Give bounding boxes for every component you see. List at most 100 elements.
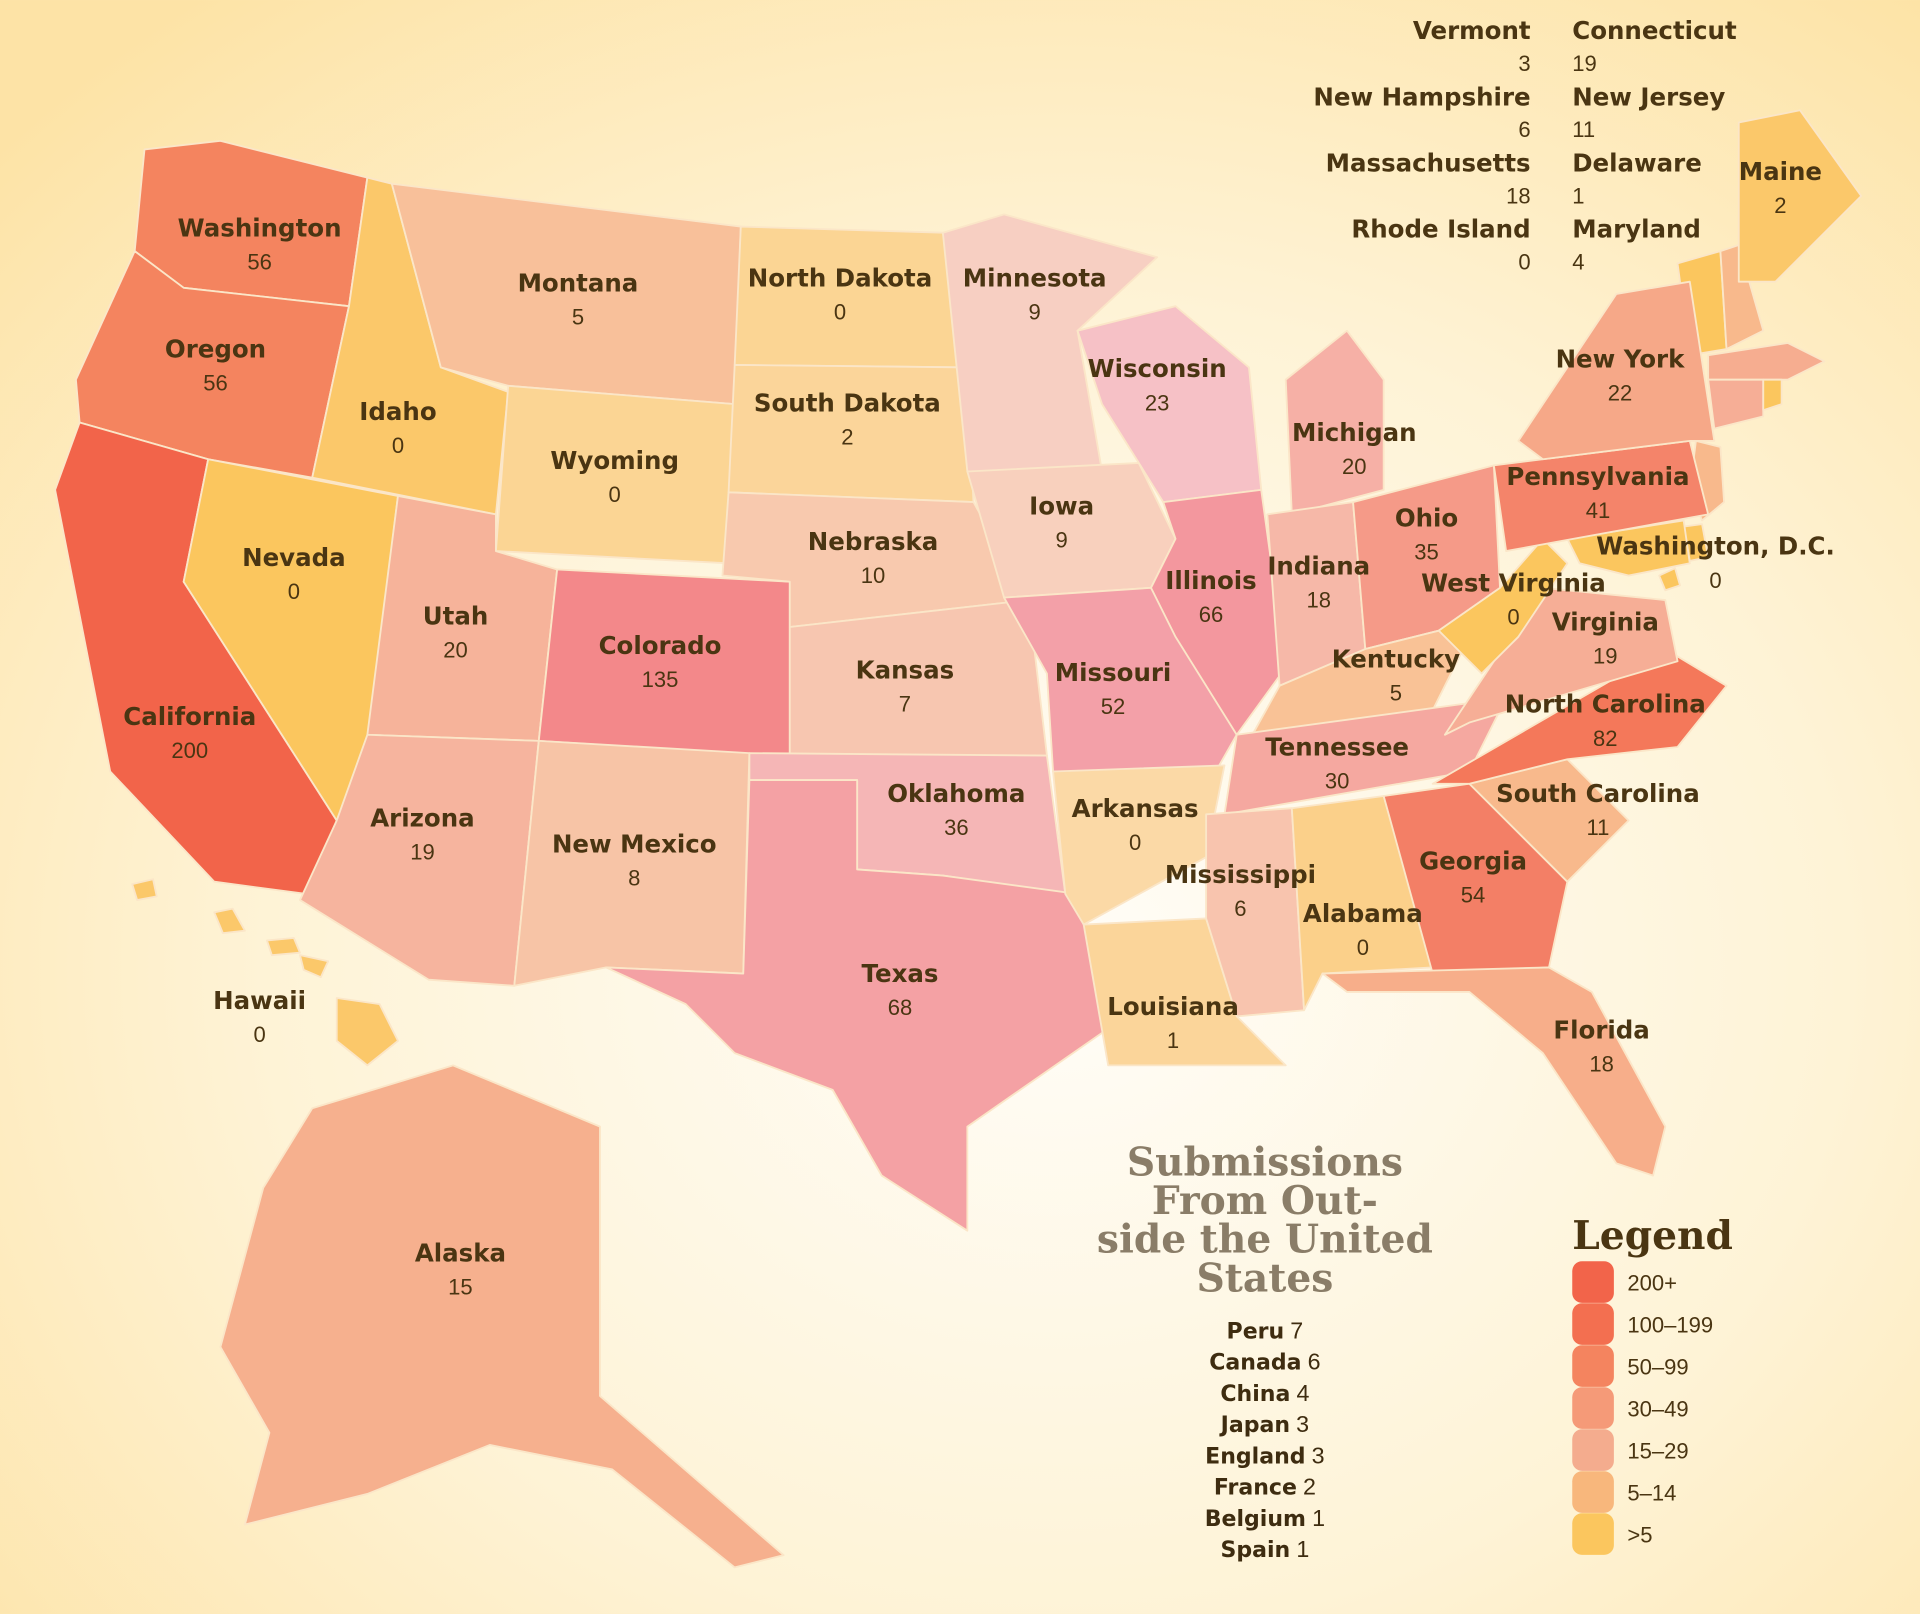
state-value-nevada: 0 (288, 579, 300, 604)
country-row: Belgium 1 (1205, 1505, 1325, 1532)
country-row: Spain 1 (1220, 1536, 1309, 1563)
state-value-arizona: 19 (410, 840, 435, 865)
state-name-alaska: Alaska (415, 1238, 506, 1267)
northeast-state-value: 1 (1572, 183, 1584, 208)
country-name: Spain (1220, 1538, 1290, 1563)
state-value-california: 200 (171, 738, 208, 763)
state-name-oklahoma: Oklahoma (887, 779, 1025, 808)
state-shape-new-mexico (513, 739, 751, 987)
state-value-mississippi: 6 (1234, 896, 1246, 921)
state-name-virginia: Virginia (1552, 608, 1659, 637)
northeast-state-name: Rhode Island (1351, 215, 1530, 244)
country-name: China (1220, 1382, 1290, 1407)
state-name-utah: Utah (423, 602, 489, 631)
legend-swatch (1572, 1261, 1614, 1303)
northeast-state-value: 0 (1518, 249, 1530, 274)
state-value-maine: 2 (1774, 193, 1786, 218)
state-name-pennsylvania: Pennsylvania (1506, 462, 1689, 491)
outside-title-line: side the United (1097, 1217, 1433, 1263)
state-value-illinois: 66 (1199, 602, 1224, 627)
state-value-washington-d-c: 0 (1709, 568, 1721, 593)
state-name-idaho: Idaho (359, 397, 436, 426)
legend-title: Legend (1572, 1213, 1733, 1259)
state-value-west-virginia: 0 (1507, 605, 1519, 630)
state-name-montana: Montana (518, 268, 639, 297)
state-shape-alaska (219, 1064, 785, 1569)
northeast-state-name: Massachusetts (1326, 148, 1531, 177)
northeast-state-name: Connecticut (1572, 16, 1737, 45)
northeast-state-value: 19 (1572, 51, 1597, 76)
northeast-state-name: Maryland (1572, 215, 1701, 244)
country-name: Canada (1209, 1351, 1301, 1376)
country-value: 6 (1308, 1349, 1321, 1375)
state-shape-west-virginia (1437, 537, 1569, 675)
state-shape-hawaii-island-3 (266, 937, 301, 957)
state-value-colorado: 135 (642, 667, 679, 692)
state-name-new-york: New York (1556, 344, 1686, 373)
country-name: France (1214, 1476, 1297, 1501)
state-name-washington: Washington (178, 213, 342, 242)
state-shape-maine (1737, 109, 1863, 283)
state-value-washington: 56 (247, 249, 272, 274)
state-value-kansas: 7 (899, 691, 911, 716)
state-value-new-mexico: 8 (628, 865, 640, 890)
northeast-state-value: 3 (1518, 51, 1530, 76)
country-value: 3 (1312, 1442, 1325, 1468)
state-shapes (54, 109, 1863, 1569)
state-shape-new-york (1517, 280, 1716, 461)
country-value: 3 (1296, 1411, 1309, 1437)
state-shape-connecticut (1707, 378, 1765, 430)
state-shape-mississippi (1205, 807, 1305, 1018)
state-value-oregon: 56 (203, 371, 228, 396)
state-shape-arkansas (1052, 764, 1226, 926)
state-value-tennessee: 30 (1325, 769, 1350, 794)
state-shape-iowa (966, 461, 1177, 599)
country-row: France 2 (1214, 1474, 1316, 1501)
state-value-idaho: 0 (392, 433, 404, 458)
country-value: 1 (1312, 1505, 1325, 1531)
legend-swatch (1572, 1303, 1614, 1345)
state-shape-michigan (1284, 329, 1385, 516)
state-value-alaska: 15 (448, 1274, 473, 1299)
state-value-north-dakota: 0 (834, 300, 846, 325)
northeast-state-name: New Hampshire (1313, 82, 1530, 111)
state-name-hawaii: Hawaii (213, 986, 306, 1015)
state-shape-rhode-island (1762, 378, 1783, 412)
legend-label: 200+ (1627, 1271, 1677, 1296)
state-name-nebraska: Nebraska (808, 527, 939, 556)
state-value-michigan: 20 (1342, 454, 1367, 479)
country-value: 1 (1296, 1536, 1309, 1562)
state-value-ohio: 35 (1414, 540, 1439, 565)
state-name-louisiana: Louisiana (1107, 992, 1239, 1021)
state-name-nevada: Nevada (242, 543, 346, 572)
legend-label: 100–199 (1627, 1313, 1713, 1338)
state-shape-florida (1321, 966, 1667, 1177)
outside-title-line: From Out- (1152, 1178, 1378, 1224)
country-row: China 4 (1220, 1380, 1309, 1407)
northeast-state-name: Delaware (1572, 148, 1702, 177)
state-value-virginia: 19 (1593, 644, 1618, 669)
state-name-west-virginia: West Virginia (1421, 568, 1606, 597)
state-value-florida: 18 (1589, 1051, 1614, 1076)
country-value: 4 (1296, 1380, 1309, 1406)
legend-swatch (1572, 1387, 1614, 1429)
outside-title-line: States (1196, 1255, 1333, 1301)
state-value-wyoming: 0 (609, 482, 621, 507)
legend-swatch (1572, 1471, 1614, 1513)
state-name-missouri: Missouri (1055, 658, 1172, 687)
state-shape-illinois (1150, 488, 1287, 736)
state-name-california: California (123, 702, 256, 731)
state-name-iowa: Iowa (1029, 491, 1094, 520)
legend-label: 50–99 (1627, 1355, 1688, 1380)
legend-swatch (1572, 1513, 1614, 1555)
state-shape-alabama (1290, 795, 1434, 1012)
northeast-state-value: 18 (1506, 183, 1531, 208)
state-name-minnesota: Minnesota (963, 264, 1107, 293)
northeast-state-value: 11 (1572, 117, 1595, 142)
state-value-hawaii: 0 (253, 1022, 265, 1047)
state-name-georgia: Georgia (1419, 846, 1527, 875)
state-name-arizona: Arizona (370, 804, 474, 833)
legend-label: 30–49 (1627, 1397, 1688, 1422)
country-name: England (1205, 1444, 1305, 1469)
